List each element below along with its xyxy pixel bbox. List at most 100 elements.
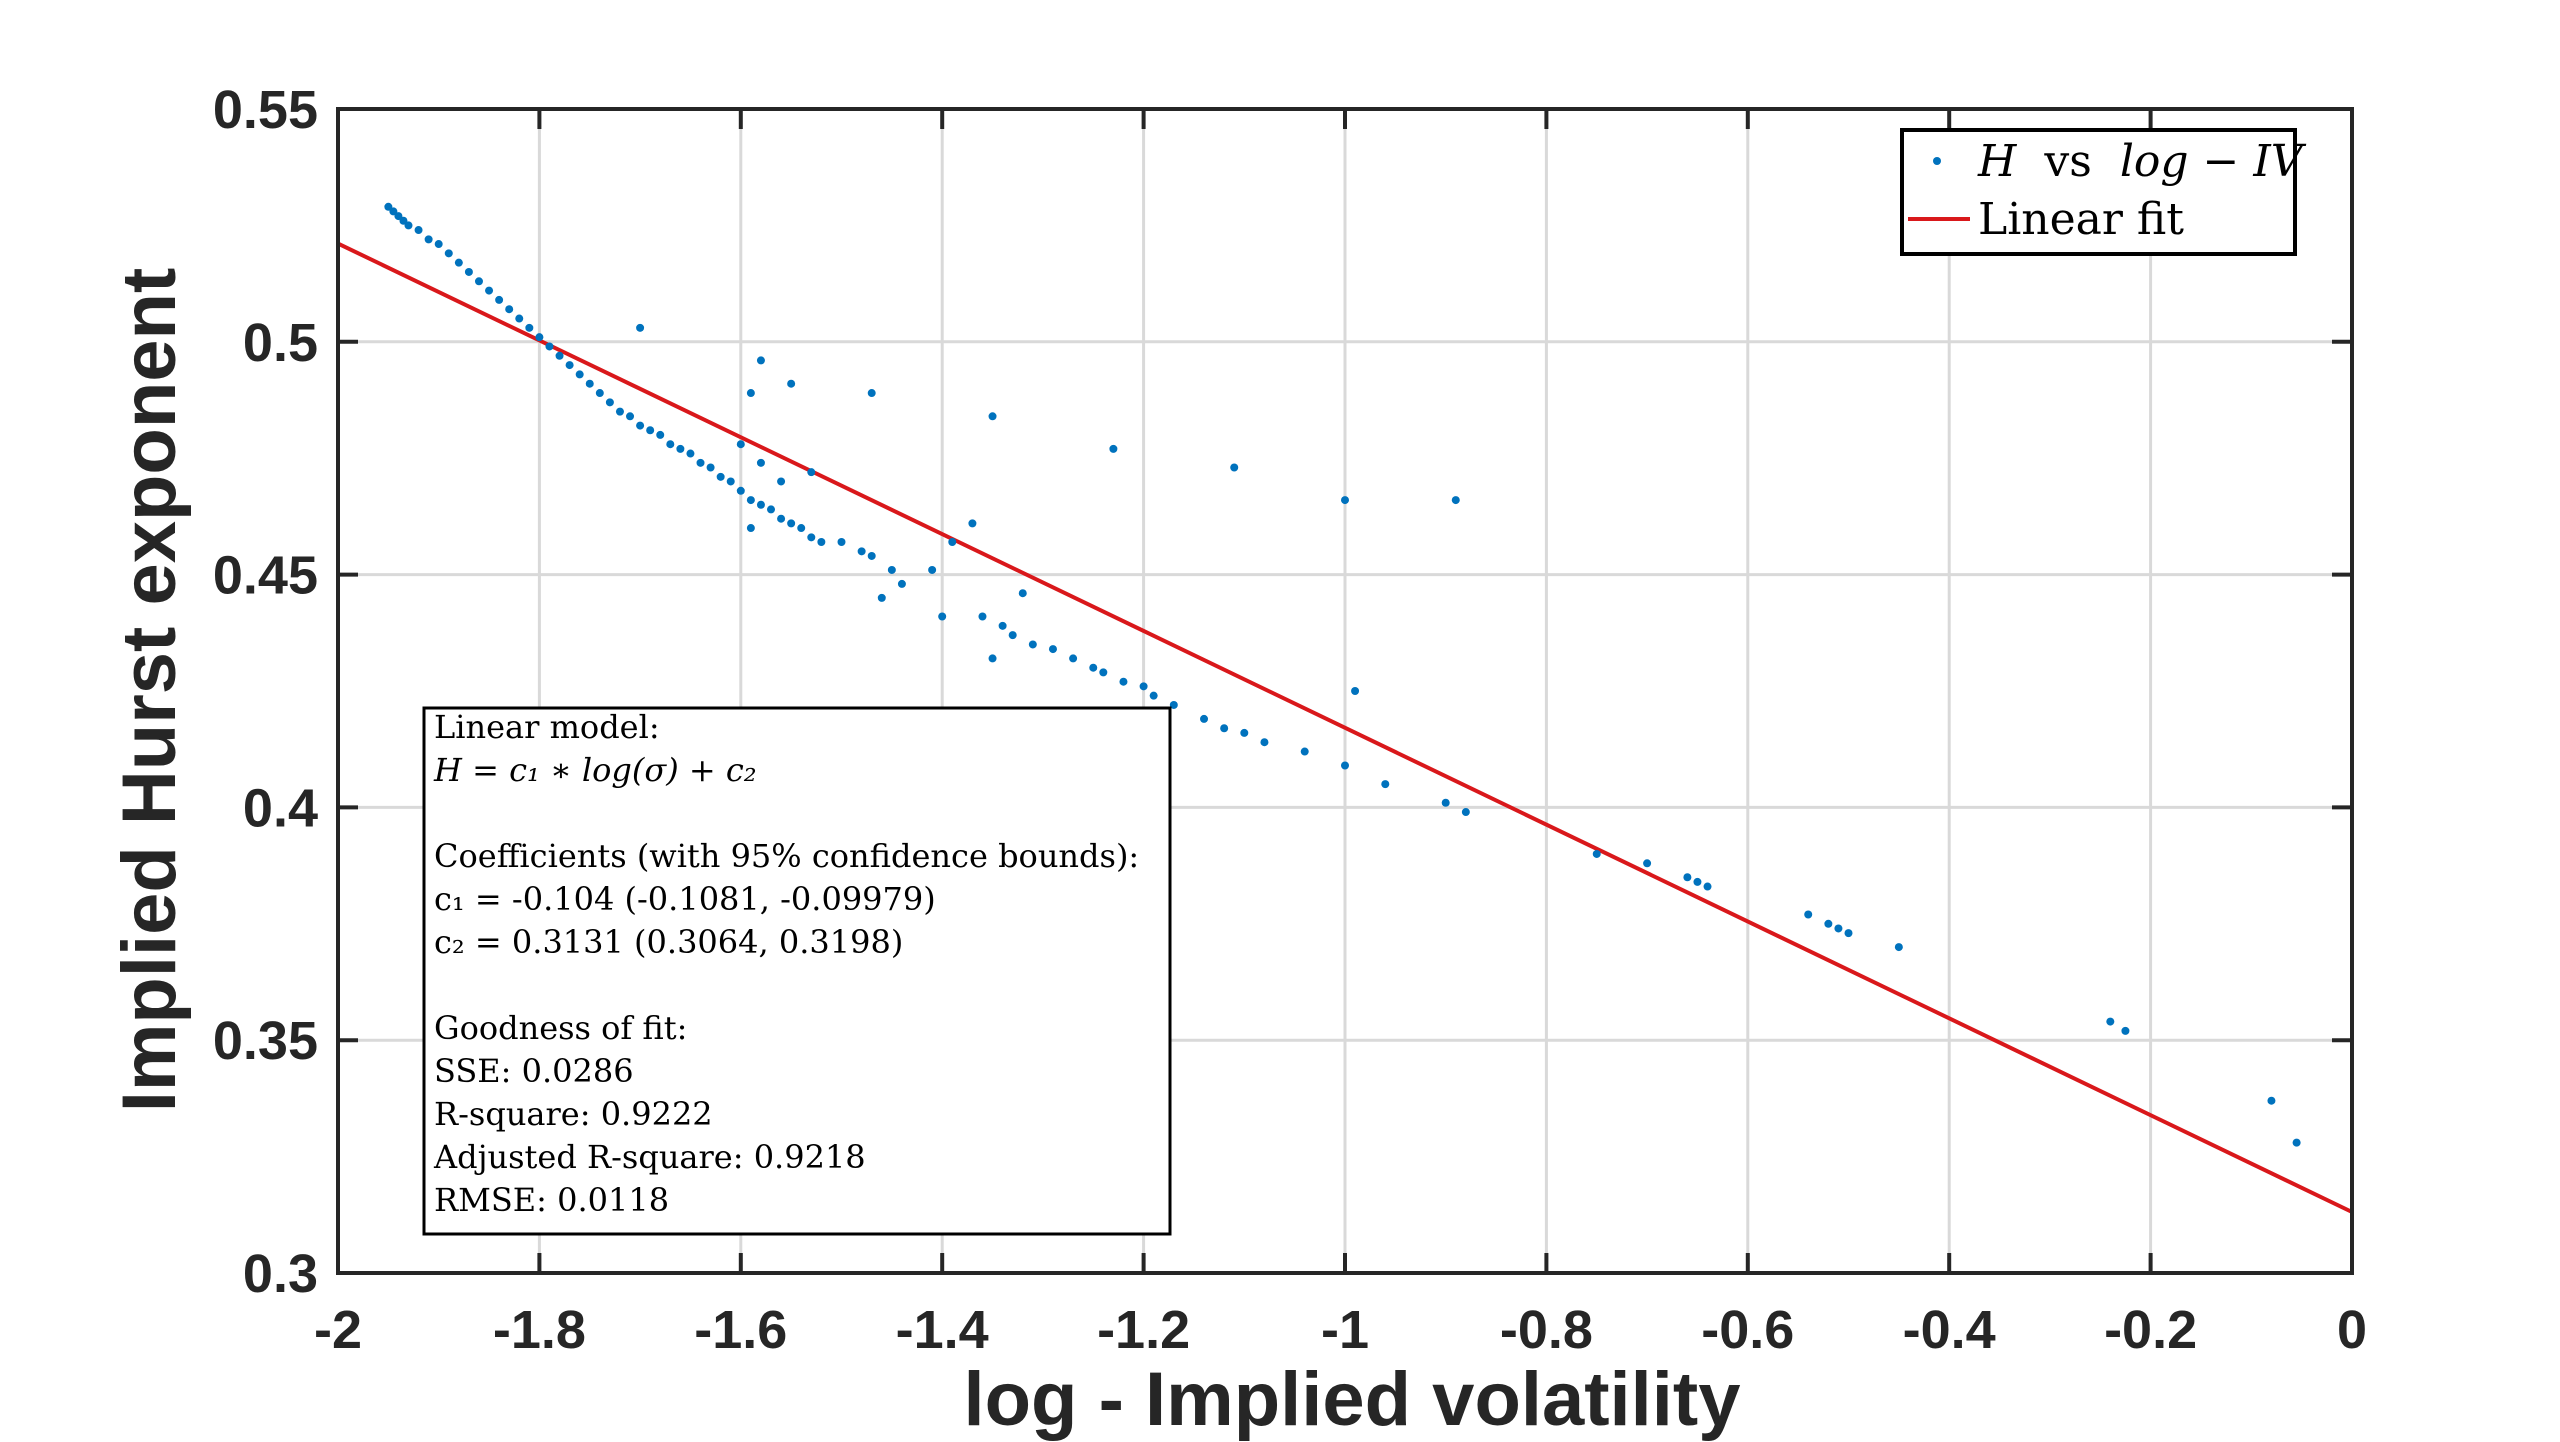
scatter-point [887, 565, 896, 574]
scatter-point [807, 468, 816, 477]
scatter-point [555, 351, 564, 360]
annotation-line-11: Adjusted R-square: 0.9218 [433, 1138, 866, 1176]
scatter-point [1300, 747, 1309, 756]
scatter-point [545, 342, 554, 351]
scatter-point [938, 612, 947, 621]
fit-annotation-box: Linear model: H = c₁ ∗ log(σ) + c₂ Coeff… [422, 706, 1172, 1236]
scatter-point [615, 407, 624, 416]
x-tick-label: -1.2 [1097, 1300, 1190, 1360]
scatter-point [1099, 668, 1108, 677]
x-tick-label: -1.6 [694, 1300, 787, 1360]
scatter-point [676, 444, 685, 453]
scatter-point [525, 323, 534, 332]
scatter-point [736, 486, 745, 495]
x-tick-label: -0.6 [1701, 1300, 1794, 1360]
tick-marks [336, 107, 2354, 1275]
scatter-point [1844, 929, 1853, 938]
x-tick-label: -0.2 [2104, 1300, 2197, 1360]
scatter-point [535, 333, 544, 342]
scatter-point [746, 389, 755, 398]
annotation-line-1: Linear model: [434, 708, 660, 746]
scatter-point [1200, 714, 1209, 723]
legend-label-scatter: H vs log − IV [1977, 136, 2307, 187]
scatter-point [1824, 919, 1833, 928]
scatter-point [1341, 496, 1349, 505]
scatter-point [756, 356, 765, 365]
scatter-point [1592, 849, 1601, 858]
scatter-point [746, 496, 755, 505]
scatter-point [1351, 687, 1360, 695]
x-tick-label: -0.8 [1500, 1300, 1593, 1360]
scatter-point [1018, 589, 1027, 598]
linear-fit-line [337, 241, 2353, 1214]
scatter-point [726, 477, 735, 486]
scatter-point [414, 226, 423, 235]
scatter-point [1109, 444, 1118, 453]
scatter-points [384, 202, 2301, 1147]
scatter-point [424, 235, 433, 244]
scatter-point [1169, 700, 1178, 709]
scatter-point [716, 472, 725, 481]
scatter-point [1119, 677, 1128, 686]
scatter-point [787, 519, 796, 528]
scatter-point [404, 221, 413, 230]
scatter-point [394, 212, 403, 221]
scatter-point [474, 277, 483, 286]
scatter-point [1220, 724, 1229, 733]
legend-box [1900, 128, 2297, 256]
annotation-line-10: R-square: 0.9222 [434, 1095, 713, 1133]
scatter-point [756, 500, 765, 509]
legend-scatter-mid: vs [2043, 136, 2091, 187]
scatter-point [585, 379, 594, 388]
x-tick-label: -0.4 [1903, 1300, 1996, 1360]
y-tick-label: 0.45 [213, 546, 318, 606]
scatter-point [636, 323, 645, 332]
scatter-point [384, 202, 393, 211]
scatter-point [444, 249, 453, 258]
x-axis-title: log - Implied volatility [964, 1357, 1741, 1442]
scatter-point [1703, 882, 1712, 891]
scatter-point [636, 421, 645, 430]
scatter-point [988, 654, 997, 663]
scatter-point [1341, 761, 1349, 770]
scatter-point [746, 524, 755, 533]
scatter-point [605, 398, 614, 407]
annotation-line-12: RMSE: 0.0118 [434, 1181, 669, 1219]
scatter-point [1683, 873, 1692, 882]
scatter-point [505, 305, 514, 314]
legend-scatter-math-left: H [1977, 136, 2018, 187]
scatter-point [787, 379, 796, 388]
scatter-point [968, 519, 977, 528]
scatter-point [1008, 631, 1017, 640]
scatter-point [756, 458, 765, 467]
scatter-point [817, 538, 826, 547]
scatter-point [1834, 924, 1843, 933]
scatter-point [485, 286, 494, 295]
annotation-line-5: c₁ = -0.104 (-0.1081, -0.09979) [434, 880, 936, 918]
scatter-point [686, 449, 695, 458]
scatter-point [807, 533, 816, 542]
x-tick-label: -2 [314, 1300, 362, 1360]
scatter-point [978, 612, 987, 621]
annotation-line-9: SSE: 0.0286 [434, 1052, 634, 1090]
scatter-point [666, 440, 675, 449]
scatter-point [928, 565, 937, 574]
annotation-line-4: Coefficients (with 95% confidence bounds… [434, 837, 1139, 875]
scatter-point [1149, 691, 1158, 700]
legend: H vs log − IV Linear fit [1900, 128, 2307, 256]
scatter-point [2106, 1017, 2115, 1026]
legend-marker-scatter [1933, 157, 1941, 165]
scatter-point [399, 216, 408, 225]
scatter-point [696, 458, 705, 467]
scatter-point [736, 440, 745, 449]
annotation-line-2: H = c₁ ∗ log(σ) + c₂ [433, 751, 757, 789]
scatter-point [1643, 859, 1652, 868]
scatter-point [857, 547, 866, 556]
scatter-point [565, 361, 574, 370]
scatter-point [1139, 682, 1148, 691]
scatter-point [948, 538, 957, 547]
scatter-point [1260, 738, 1269, 747]
scatter-point [515, 314, 524, 323]
annotation-box [422, 706, 1172, 1236]
